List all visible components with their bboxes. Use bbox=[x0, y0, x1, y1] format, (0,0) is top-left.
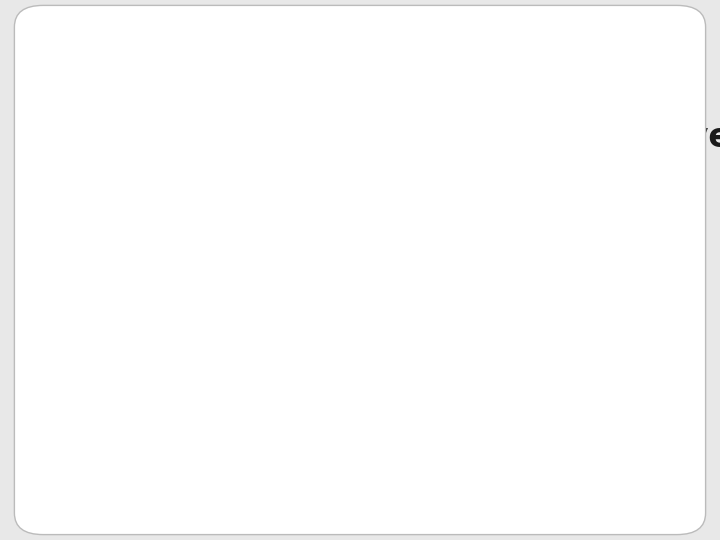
Text: $-r_A = k_A\left[C_A C_B - \dfrac{C_C C_D}{K_C}\right]$: $-r_A = k_A\left[C_A C_B - \dfrac{C_C C_… bbox=[215, 356, 523, 420]
Text: Equilibrium Conversion in: Equilibrium Conversion in bbox=[157, 84, 640, 117]
Text: Everything is the same as for the irreversible case,: Everything is the same as for the irreve… bbox=[157, 287, 689, 307]
Text: Semibatch Reactors with Reversible: Semibatch Reactors with Reversible bbox=[157, 121, 720, 154]
Text: Consider the following reaction:: Consider the following reaction: bbox=[157, 217, 489, 237]
Text: A+B$\rightarrow$C+D: A+B$\rightarrow$C+D bbox=[297, 250, 441, 274]
Text: Reactions: Reactions bbox=[157, 158, 341, 191]
Text: except for the rate law:: except for the rate law: bbox=[157, 316, 400, 336]
Text: 18: 18 bbox=[129, 446, 152, 464]
